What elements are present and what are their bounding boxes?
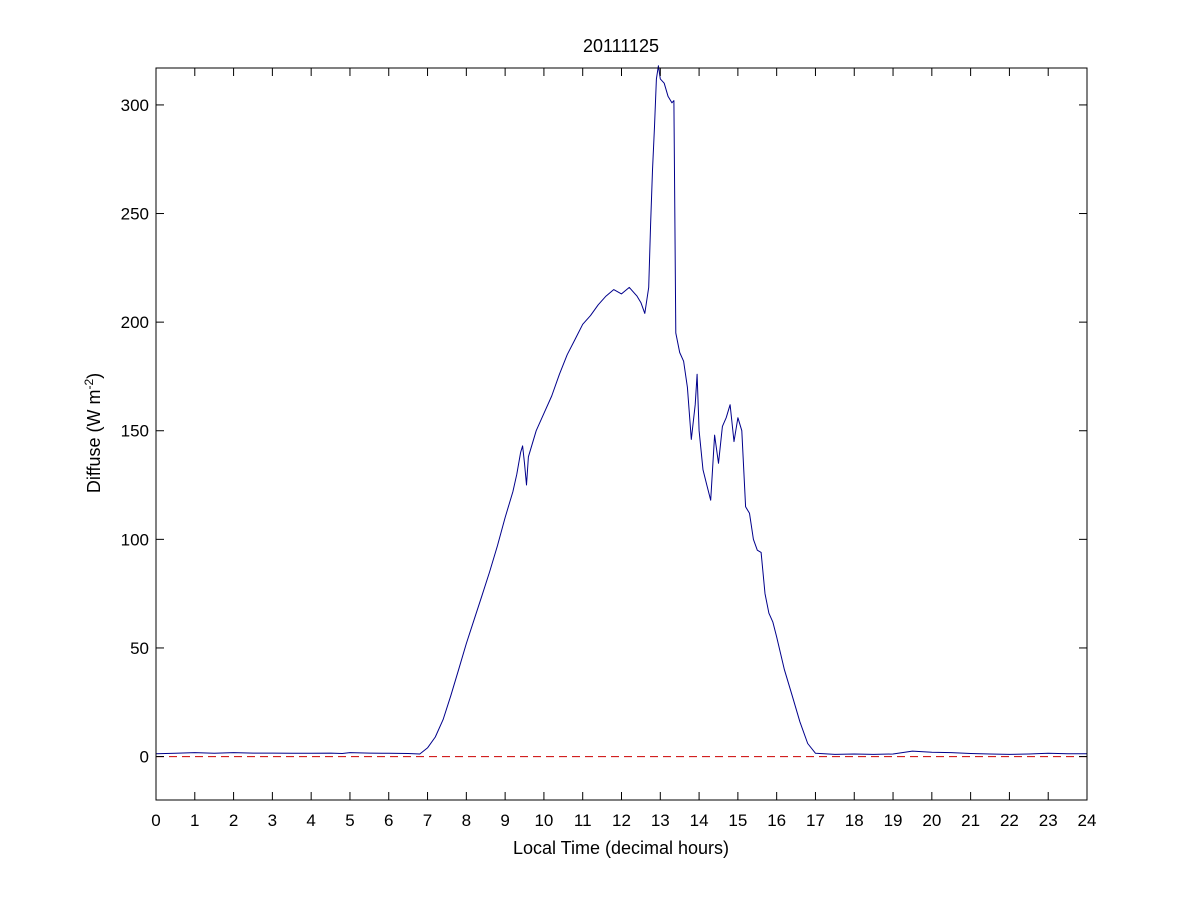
x-tick-label: 11 (574, 811, 592, 830)
diffuse-series-line (155, 65, 1087, 755)
x-tick-label: 20 (922, 811, 941, 830)
y-axis-label: Diffuse (W m-2) (82, 373, 104, 493)
x-tick-label: 12 (612, 811, 631, 830)
x-tick-label: 24 (1078, 811, 1097, 830)
y-tick-label: 200 (121, 313, 149, 332)
axes-box (155, 67, 1088, 801)
x-tick-label: 17 (806, 811, 825, 830)
y-axis: 0 50 100 150 200 250 300 (121, 96, 1087, 767)
y-tick-label: 100 (121, 530, 149, 549)
x-axis-label: Local Time (decimal hours) (513, 838, 729, 858)
x-tick-label: 21 (961, 811, 980, 830)
x-axis: 0 1 2 3 4 5 6 7 8 9 10 11 12 13 14 15 16 17 18 19 20 21 22 23 24 (151, 68, 1096, 830)
x-tick-label: 13 (651, 811, 670, 830)
y-tick-label: 300 (121, 96, 149, 115)
x-tick-label: 19 (884, 811, 903, 830)
y-tick-label: 250 (121, 205, 149, 224)
x-tick-label: 2 (229, 811, 238, 830)
x-tick-label: 6 (384, 811, 393, 830)
x-tick-label: 16 (767, 811, 786, 830)
x-tick-label: 22 (1000, 811, 1019, 830)
x-tick-label: 4 (306, 811, 315, 830)
plot-area (155, 65, 1087, 758)
x-tick-label: 0 (151, 811, 160, 830)
x-tick-label: 9 (500, 811, 509, 830)
y-tick-label: 0 (140, 748, 149, 767)
x-tick-label: 23 (1039, 811, 1058, 830)
y-axis-label-exponent: -2 (82, 378, 96, 389)
y-tick-label: 150 (121, 422, 149, 441)
chart-title: 20111125 (583, 36, 659, 56)
x-tick-label: 1 (190, 811, 199, 830)
y-tick-label: 50 (130, 639, 149, 658)
x-tick-label: 5 (345, 811, 354, 830)
y-axis-label-text: Diffuse (W m (84, 389, 104, 493)
x-tick-label: 3 (268, 811, 277, 830)
x-tick-label: 18 (845, 811, 864, 830)
y-axis-label-close: ) (84, 373, 104, 379)
x-tick-label: 14 (690, 811, 709, 830)
x-tick-label: 7 (423, 811, 432, 830)
x-tick-label: 8 (462, 811, 471, 830)
x-tick-label: 10 (534, 811, 553, 830)
x-tick-label: 15 (728, 811, 747, 830)
